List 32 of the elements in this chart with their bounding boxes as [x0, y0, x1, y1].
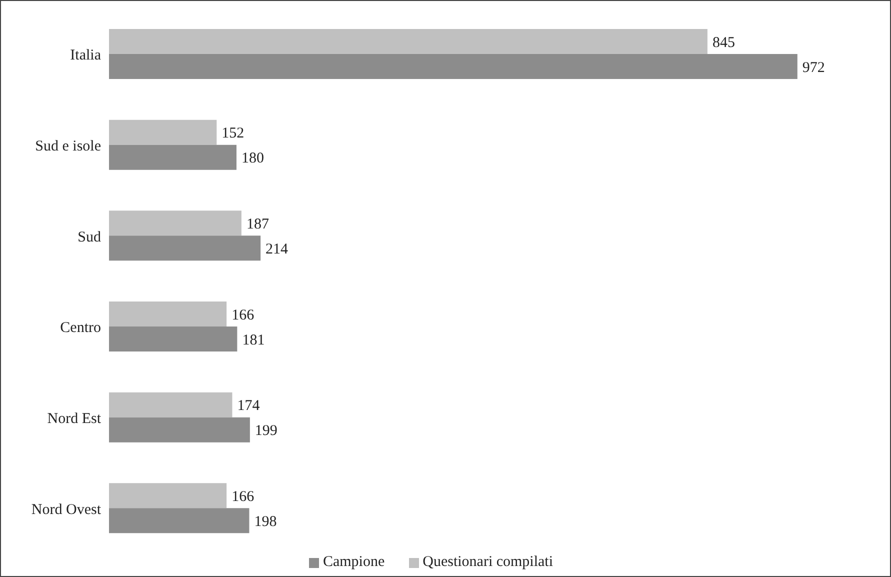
data-label: 972	[802, 60, 825, 76]
data-label: 180	[241, 150, 264, 167]
data-label: 181	[242, 332, 265, 348]
y-tick-label: Nord Ovest	[31, 502, 102, 518]
data-label: 166	[232, 488, 255, 505]
y-tick-label: Sud	[78, 229, 102, 246]
bar	[109, 392, 232, 418]
bar	[109, 236, 261, 261]
data-label: 214	[266, 241, 289, 258]
legend-label: Questionari compilati	[422, 554, 554, 570]
data-label: 152	[222, 126, 244, 142]
bar	[109, 210, 242, 236]
y-tick-label: Centro	[60, 320, 101, 336]
bar	[109, 326, 238, 352]
data-label: 166	[232, 307, 255, 324]
bar	[109, 508, 250, 534]
y-tick-label: Sud e isole	[35, 138, 102, 155]
y-tick-label: Nord Est	[47, 411, 102, 428]
bar	[109, 144, 236, 170]
data-label: 198	[254, 514, 277, 530]
y-tick-label: Italia	[70, 48, 102, 64]
data-label: 199	[254, 423, 278, 440]
bar	[109, 54, 798, 79]
bar	[109, 29, 708, 54]
bar	[109, 417, 250, 442]
data-label: 845	[712, 34, 735, 51]
data-label: 174	[237, 398, 260, 414]
bar	[109, 120, 217, 145]
legend-label: Campione	[322, 554, 385, 570]
bar	[109, 302, 227, 326]
data-label: 187	[246, 216, 270, 232]
bar	[109, 483, 227, 508]
